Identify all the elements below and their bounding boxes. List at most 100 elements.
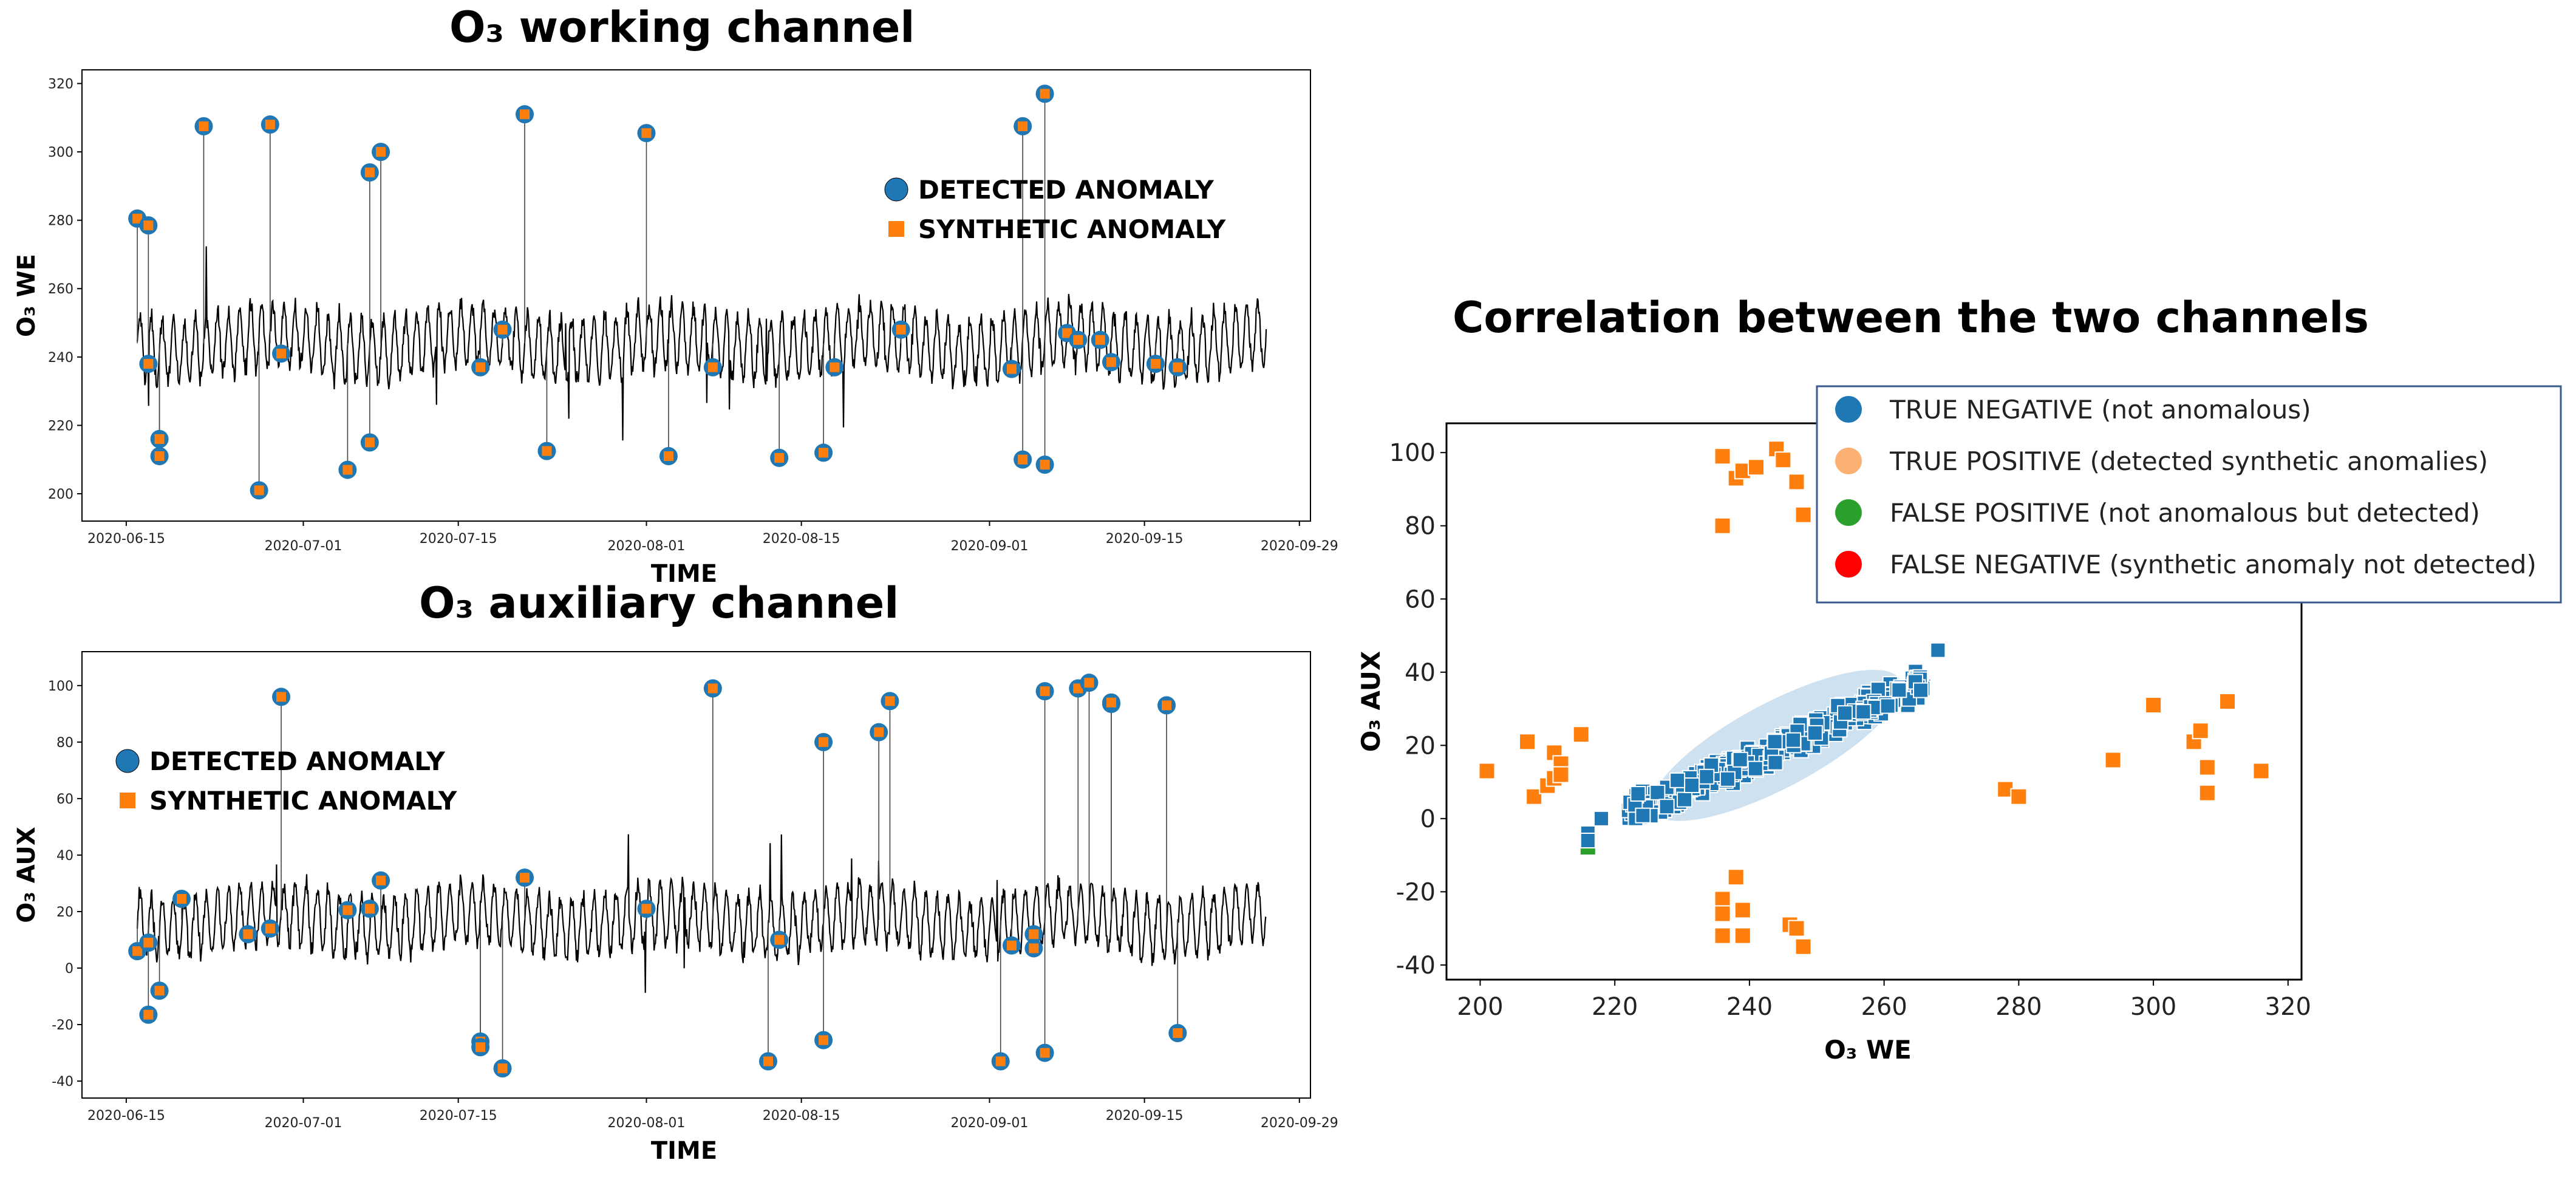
true-positive-point: [1714, 448, 1731, 465]
synthetic-anomaly-marker: [641, 128, 652, 138]
y-tick-label: -20: [52, 1018, 73, 1033]
true-negative-point: [1930, 642, 1946, 658]
false-positive-point: [1580, 848, 1595, 855]
synthetic-anomaly-marker: [830, 362, 840, 372]
x-tick-label: 2020-09-29: [1261, 539, 1338, 554]
y-tick-label: 220: [48, 418, 73, 434]
y-tick-label: 100: [1389, 439, 1436, 467]
true-positive-point: [2198, 759, 2216, 776]
synthetic-anomaly-marker: [707, 362, 718, 372]
true-positive-point: [1525, 788, 1543, 805]
y-tick-label: 40: [1405, 659, 1436, 687]
true-negative-point: [1747, 760, 1763, 777]
synthetic-anomaly-marker: [995, 1056, 1006, 1066]
synthetic-anomaly-marker: [1040, 460, 1050, 470]
synthetic-anomaly-marker: [143, 938, 154, 948]
synthetic-anomaly-marker: [1018, 121, 1028, 131]
synthetic-anomaly-marker: [154, 986, 165, 996]
synthetic-anomaly-marker: [663, 451, 673, 462]
auxiliary-channel-title: O₃ auxiliary channel: [419, 578, 899, 628]
synthetic-anomaly-marker: [132, 946, 143, 957]
synthetic-anomaly-marker: [885, 696, 895, 706]
synthetic-anomaly-marker: [475, 362, 486, 372]
plot-frame: [81, 69, 1311, 522]
legend-detected-label: DETECTED ANOMALY: [149, 746, 445, 776]
true-positive-point: [1714, 517, 1731, 534]
true-negative-point: [1891, 682, 1907, 698]
synthetic-anomaly-marker: [1040, 1048, 1050, 1058]
legend-synthetic-label: SYNTHETIC ANOMALY: [149, 786, 457, 816]
legend-detected-marker: [115, 749, 140, 773]
legend-synthetic-marker: [888, 221, 904, 237]
synthetic-anomaly-marker: [497, 324, 508, 335]
synthetic-anomaly-marker: [376, 147, 386, 157]
x-tick-label: 260: [1861, 993, 1907, 1021]
true-positive-point: [1734, 901, 1751, 919]
y-axis-label: O₃ AUX: [13, 827, 41, 923]
true-negative-point: [1807, 725, 1823, 741]
synthetic-anomaly-marker: [874, 727, 884, 737]
true-positive-point: [2198, 784, 2216, 802]
synthetic-anomaly-marker: [896, 324, 906, 335]
synthetic-anomaly-marker: [1106, 697, 1116, 708]
true-negative-point: [1635, 807, 1651, 824]
legend-false-negative-marker: [1835, 551, 1862, 578]
legend-false-positive-marker: [1835, 499, 1862, 526]
y-tick-label: 100: [48, 679, 73, 694]
legend-synthetic-label: SYNTHETIC ANOMALY: [918, 214, 1226, 244]
synthetic-anomaly-marker: [497, 1063, 508, 1074]
true-positive-point: [2010, 788, 2028, 805]
true-positive-point: [1734, 927, 1751, 944]
synthetic-anomaly-marker: [143, 220, 154, 231]
x-tick-label: 2020-09-15: [1106, 531, 1184, 547]
synthetic-anomaly-marker: [774, 452, 785, 463]
synthetic-anomaly-marker: [1084, 678, 1094, 688]
x-tick-label: 280: [1995, 993, 2042, 1021]
synthetic-anomaly-marker: [542, 446, 552, 456]
true-positive-point: [1552, 766, 1570, 783]
x-tick-label: 2020-09-29: [1261, 1116, 1338, 1131]
true-negative-point: [1683, 777, 1700, 793]
synthetic-anomaly-marker: [1062, 328, 1072, 338]
x-tick-label: 2020-08-15: [763, 1108, 840, 1124]
true-positive-point: [2145, 697, 2162, 714]
synthetic-anomaly-marker: [177, 894, 187, 904]
x-tick-label: 220: [1592, 993, 1638, 1021]
true-negative-point: [1767, 734, 1783, 750]
y-tick-label: 300: [48, 145, 73, 160]
y-tick-label: -40: [52, 1074, 73, 1090]
synthetic-anomaly-marker: [364, 904, 375, 914]
synthetic-anomaly-marker: [1006, 364, 1017, 374]
y-tick-label: 280: [48, 214, 73, 229]
synthetic-anomaly-marker: [1073, 335, 1083, 345]
y-tick-label: 40: [56, 848, 73, 864]
true-negative-point: [1658, 799, 1675, 815]
true-positive-point: [2104, 751, 2122, 769]
x-tick-label: 2020-06-15: [87, 1108, 165, 1124]
true-negative-point: [1630, 786, 1646, 802]
true-positive-point: [1478, 762, 1496, 780]
x-tick-label: 300: [2130, 993, 2176, 1021]
synthetic-anomaly-marker: [774, 935, 785, 945]
y-axis-label: O₃ AUX: [1356, 651, 1386, 752]
synthetic-anomaly-marker: [342, 905, 353, 915]
synthetic-anomaly-marker: [520, 109, 530, 120]
synthetic-anomaly-marker: [1162, 700, 1172, 711]
legend-false-positive-label: FALSE POSITIVE (not anomalous but detect…: [1890, 498, 2480, 528]
legend-true-negative-marker: [1835, 396, 1862, 423]
synthetic-anomaly-marker: [376, 875, 386, 885]
x-tick-label: 240: [1726, 993, 1773, 1021]
legend-detected-label: DETECTED ANOMALY: [918, 175, 1214, 205]
scatter-legend-box: [1816, 385, 2562, 604]
synthetic-anomaly-marker: [276, 349, 287, 359]
synthetic-anomaly-marker: [475, 1042, 486, 1052]
correlation-title: Correlation between the two channels: [1453, 293, 2369, 343]
synthetic-anomaly-marker: [819, 737, 829, 747]
y-tick-label: 80: [1405, 513, 1436, 541]
legend-true-positive-marker: [1835, 448, 1862, 474]
true-positive-point: [1714, 890, 1731, 908]
true-negative-point: [1767, 754, 1784, 771]
true-negative-point: [1879, 698, 1896, 714]
